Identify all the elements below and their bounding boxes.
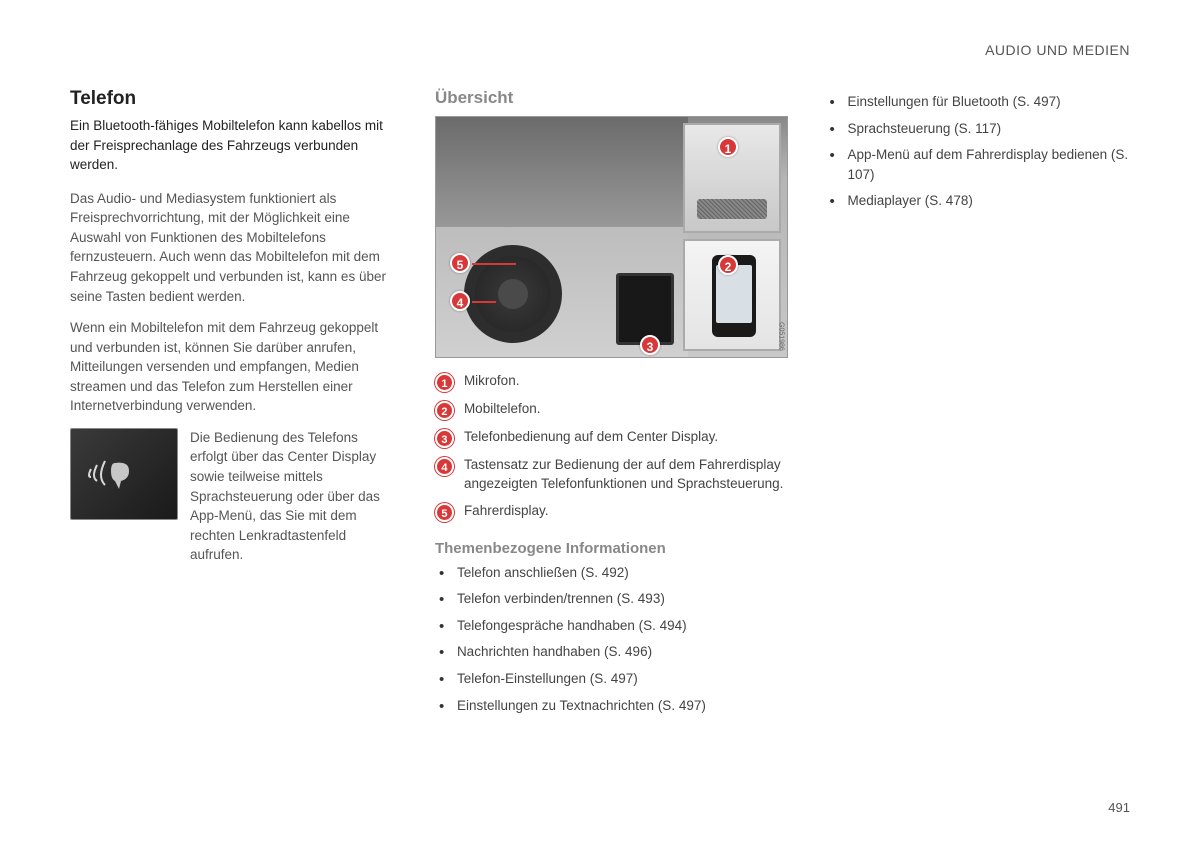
diagram-center-display: [616, 273, 674, 345]
related-link[interactable]: Einstellungen zu Textnachrichten (S. 497…: [457, 696, 788, 716]
legend-text: Telefonbedienung auf dem Center Display.: [464, 428, 718, 447]
legend-item-3: 3 Telefonbedienung auf dem Center Display…: [435, 428, 788, 448]
voice-control-block: Die Bedienung des Telefons erfolgt über …: [70, 428, 397, 565]
related-link[interactable]: Telefon-Einstellungen (S. 497): [457, 669, 788, 689]
overview-diagram: 1 2 3 4 5 G051986: [435, 116, 788, 358]
legend-text: Mobiltelefon.: [464, 400, 541, 419]
intro-paragraph: Ein Bluetooth-fähiges Mobiltelefon kann …: [70, 116, 397, 175]
diagram-callout-3: 3: [640, 335, 660, 355]
legend-item-5: 5 Fahrerdisplay.: [435, 502, 788, 522]
legend-item-1: 1 Mikrofon.: [435, 372, 788, 392]
column-2: Übersicht 1 2 3 4 5 G051986 1 Mikrofon. 2 Mobil…: [435, 88, 788, 722]
image-code: G051986: [778, 322, 785, 351]
related-links-col2: Telefon anschließen (S. 492) Telefon verb…: [435, 563, 788, 715]
related-link[interactable]: App-Menü auf dem Fahrerdisplay bedienen …: [848, 145, 1131, 184]
diagram-callout-1: 1: [718, 137, 738, 157]
legend-number-icon: 4: [435, 457, 454, 476]
related-link[interactable]: Telefon verbinden/trennen (S. 493): [457, 589, 788, 609]
diagram-callout-5: 5: [450, 253, 470, 273]
callout-line: [472, 301, 496, 303]
related-link[interactable]: Nachrichten handhaben (S. 496): [457, 642, 788, 662]
callout-line: [472, 263, 516, 265]
legend-number-icon: 3: [435, 429, 454, 448]
diagram-steering-wheel: [464, 245, 562, 343]
related-info-heading: Themenbezogene Informationen: [435, 540, 788, 557]
page-number: 491: [1108, 800, 1130, 815]
related-links-col3: Einstellungen für Bluetooth (S. 497) Spra…: [826, 92, 1131, 211]
related-link[interactable]: Telefon anschließen (S. 492): [457, 563, 788, 583]
diagram-callout-4: 4: [450, 291, 470, 311]
legend-number-icon: 5: [435, 503, 454, 522]
title-telefon: Telefon: [70, 88, 397, 110]
legend-item-4: 4 Tastensatz zur Bedienung der auf dem Fa…: [435, 456, 788, 494]
body-paragraph-2: Wenn ein Mobiltelefon mit dem Fahrzeug g…: [70, 318, 397, 416]
column-1: Telefon Ein Bluetooth-fähiges Mobiltelef…: [70, 88, 397, 722]
legend-number-icon: 1: [435, 373, 454, 392]
diagram-windshield: [436, 117, 688, 232]
legend-item-2: 2 Mobiltelefon.: [435, 400, 788, 420]
title-uebersicht: Übersicht: [435, 88, 788, 108]
three-column-layout: Telefon Ein Bluetooth-fähiges Mobiltelef…: [70, 88, 1130, 722]
diagram-callout-2: 2: [718, 255, 738, 275]
section-header: AUDIO UND MEDIEN: [985, 42, 1130, 58]
legend-list: 1 Mikrofon. 2 Mobiltelefon. 3 Telefonbedienun…: [435, 372, 788, 522]
related-link[interactable]: Einstellungen für Bluetooth (S. 497): [848, 92, 1131, 112]
voice-control-icon-image: [70, 428, 178, 520]
related-link[interactable]: Mediaplayer (S. 478): [848, 191, 1131, 211]
column-3: Einstellungen für Bluetooth (S. 497) Spra…: [826, 88, 1131, 722]
legend-text: Tastensatz zur Bedienung der auf dem Fah…: [464, 456, 788, 494]
voice-control-caption: Die Bedienung des Telefons erfolgt über …: [190, 428, 397, 565]
related-link[interactable]: Sprachsteuerung (S. 117): [848, 119, 1131, 139]
body-paragraph-1: Das Audio- und Mediasystem funktioniert …: [70, 189, 397, 306]
legend-number-icon: 2: [435, 401, 454, 420]
legend-text: Mikrofon.: [464, 372, 520, 391]
related-link[interactable]: Telefongespräche handhaben (S. 494): [457, 616, 788, 636]
legend-text: Fahrerdisplay.: [464, 502, 549, 521]
